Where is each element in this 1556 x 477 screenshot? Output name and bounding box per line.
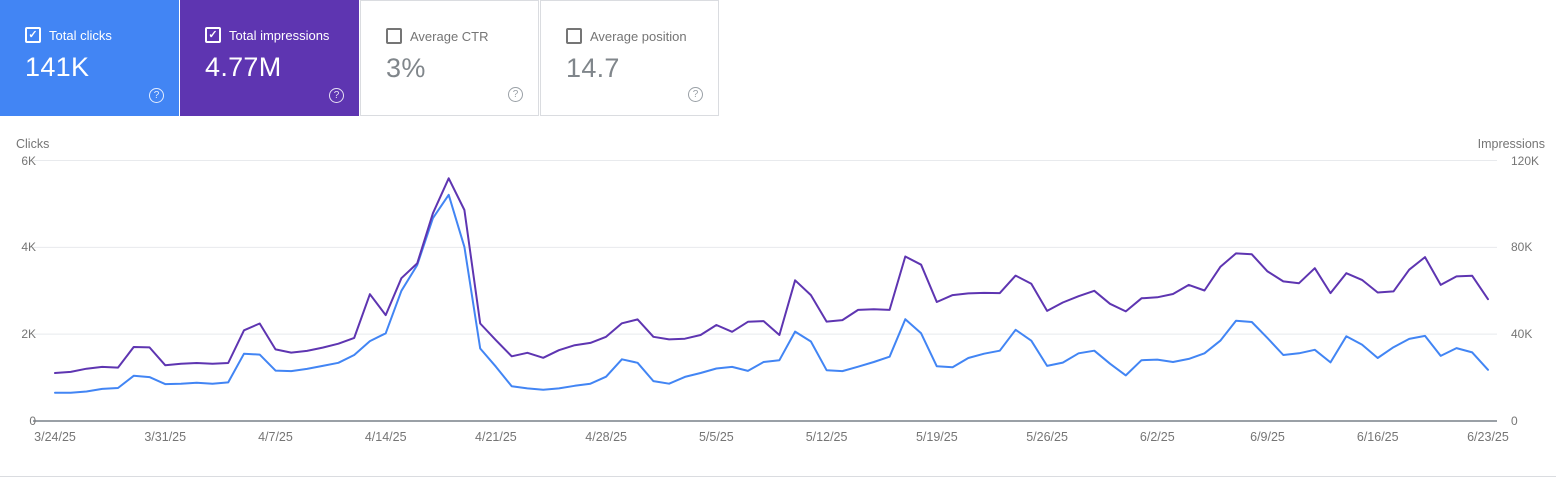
total-impressions-value: 4.77M [205, 52, 282, 82]
right-axis-tick: 40K [1511, 327, 1533, 342]
x-axis-label: 6/9/25 [1250, 430, 1285, 444]
x-axis-label: 4/14/25 [364, 430, 407, 444]
left-axis-tick: 2K [21, 327, 36, 342]
x-axis-label: 6/16/25 [1356, 430, 1399, 444]
x-axis-label: 4/21/25 [475, 430, 517, 444]
metric-card-average-ctr[interactable]: Average CTR 3% ? [360, 0, 539, 116]
help-icon[interactable]: ? [149, 88, 164, 103]
total-clicks-label: Total clicks [49, 27, 112, 43]
series-line-total-clicks[interactable] [54, 193, 1489, 394]
x-axis-label: 5/12/25 [805, 430, 848, 444]
help-icon[interactable]: ? [329, 88, 344, 103]
metric-card-average-position[interactable]: Average position 14.7 ? [540, 0, 719, 116]
average-ctr-label: Average CTR [410, 28, 489, 44]
x-axis-label: 3/24/25 [34, 430, 76, 444]
x-axis-label: 6/23/25 [1467, 430, 1509, 444]
metric-card-total-clicks[interactable]: ✓ Total clicks 141K ? [0, 0, 179, 116]
average-position-value: 14.7 [566, 53, 620, 83]
left-axis-tick: 6K [21, 153, 36, 168]
average-ctr-checkbox[interactable] [386, 28, 402, 44]
help-icon[interactable]: ? [688, 87, 703, 102]
total-impressions-checkbox[interactable]: ✓ [205, 27, 221, 43]
total-impressions-label: Total impressions [229, 27, 330, 43]
right-axis-title: Impressions [1477, 137, 1545, 151]
x-axis-label: 4/28/25 [585, 430, 627, 444]
total-clicks-checkbox[interactable]: ✓ [25, 27, 41, 43]
x-axis-label: 3/31/25 [144, 430, 187, 444]
x-axis-label: 5/5/25 [698, 430, 734, 444]
left-axis-tick: 4K [21, 240, 36, 255]
average-position-checkbox[interactable] [566, 28, 582, 44]
average-ctr-value: 3% [386, 53, 426, 83]
total-clicks-value: 141K [25, 52, 90, 82]
left-axis-title: Clicks [16, 137, 50, 151]
x-axis-label: 6/2/25 [1139, 430, 1175, 444]
metric-cards-row: ✓ Total clicks 141K ? ✓ Total impression… [0, 0, 720, 116]
series-line-total-impressions[interactable] [54, 177, 1489, 374]
average-position-label: Average position [590, 28, 687, 44]
x-axis-label: 4/7/25 [258, 430, 293, 444]
left-axis-tick: 0 [29, 414, 36, 428]
right-axis-tick: 0 [1511, 414, 1518, 428]
help-icon[interactable]: ? [508, 87, 523, 102]
right-axis-tick: 120K [1511, 153, 1540, 168]
metric-card-total-impressions[interactable]: ✓ Total impressions 4.77M ? [180, 0, 359, 116]
x-axis-label: 5/26/25 [1026, 430, 1068, 444]
x-axis-label: 5/19/25 [915, 430, 958, 444]
right-axis-tick: 80K [1511, 240, 1533, 255]
